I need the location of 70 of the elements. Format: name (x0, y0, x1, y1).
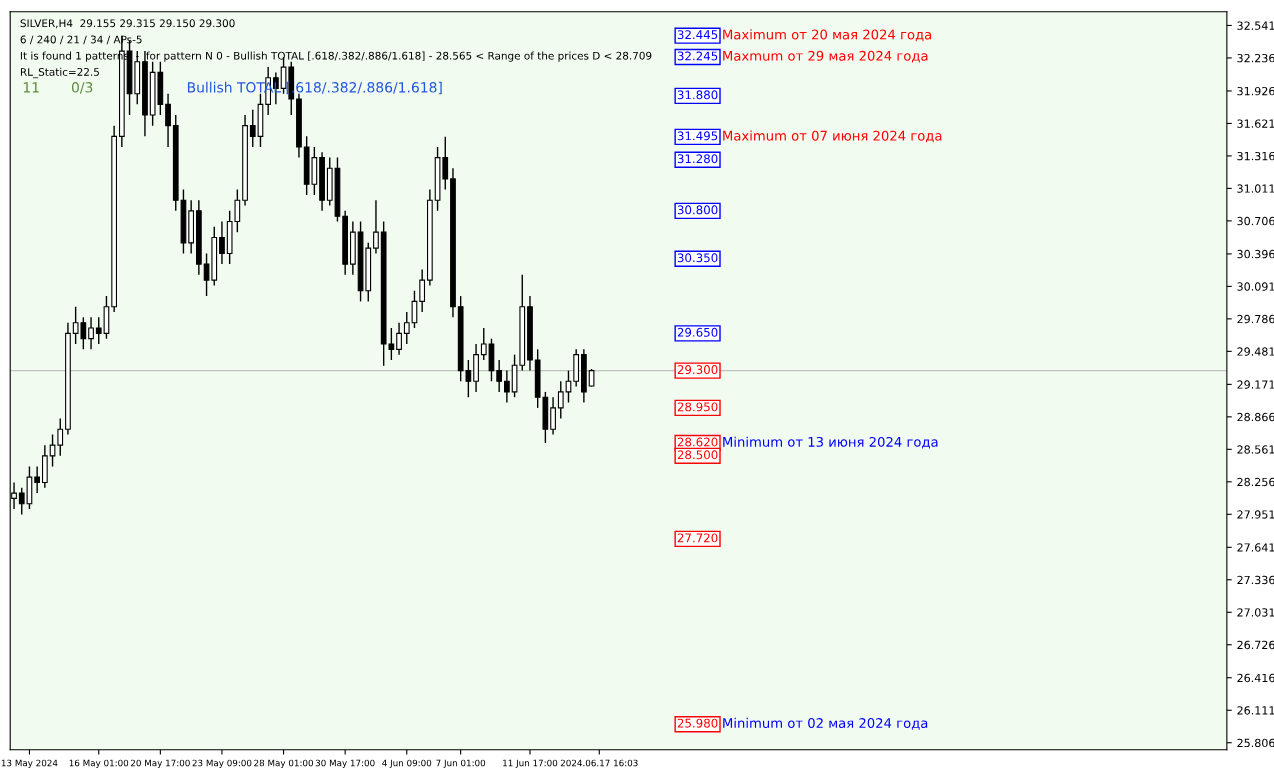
y-tick-label: 27.951 (1237, 510, 1274, 519)
y-tick-label: 31.316 (1237, 151, 1274, 161)
y-tick-label: 29.786 (1237, 314, 1274, 324)
y-tick-label: 28.866 (1237, 412, 1274, 422)
x-tick-label: 16 May 01:00 (69, 759, 129, 768)
candlestick (480, 327, 487, 361)
annotation: 32.245 (677, 51, 718, 61)
y-tick-label: 27.031 (1237, 608, 1274, 617)
y-tick-label: 32.236 (1237, 53, 1274, 63)
annotation: 28.620 (677, 437, 718, 447)
x-tick-label: 7 Jun 01:00 (436, 759, 486, 768)
y-tick-label: 26.111 (1237, 706, 1274, 715)
candlestick (34, 465, 41, 494)
annotation: Maximum от 07 июня 2024 года (723, 130, 942, 143)
annotation: 25.980 (677, 718, 718, 728)
x-tick-label: 20 May 17:00 (130, 759, 190, 768)
annotation: 28.500 (677, 450, 718, 460)
annotation: 27.720 (677, 533, 718, 543)
y-tick-label: 27.336 (1237, 575, 1274, 585)
x-tick-label: 4 Jun 09:00 (382, 759, 432, 768)
candlestick (504, 369, 510, 404)
x-tick-label: 13 May 2024 (1, 759, 58, 768)
x-tick-label: 11 Jun 17:00 (503, 759, 558, 768)
annotation: Maximum от 20 мая 2024 года (723, 29, 932, 42)
y-tick-label: 29.171 (1237, 380, 1274, 389)
y-tick-label: 31.011 (1237, 184, 1274, 193)
y-tick-label: 29.481 (1237, 347, 1274, 356)
annotation: 28.950 (677, 402, 718, 412)
y-tick-label: 26.416 (1237, 673, 1274, 683)
candlestick (219, 220, 225, 265)
y-tick-label: 30.091 (1237, 282, 1274, 291)
candlestick (373, 199, 379, 255)
annotation: 31.880 (677, 90, 718, 100)
y-tick-label: 31.621 (1237, 119, 1274, 128)
annotation: 29.650 (677, 327, 718, 337)
y-tick-label: 26.726 (1237, 640, 1274, 650)
annotation: 30.800 (677, 205, 718, 215)
x-tick-label: 2024.06.17 16:03 (560, 759, 638, 767)
annotation: 30.350 (677, 253, 718, 263)
y-tick-label: 30.706 (1237, 216, 1274, 226)
y-tick-label: 32.541 (1237, 21, 1274, 30)
y-tick-label: 30.396 (1237, 249, 1274, 259)
x-tick-label: 23 May 09:00 (192, 759, 252, 768)
y-tick-label: 31.926 (1237, 86, 1274, 96)
y-tick-label: 28.561 (1237, 445, 1274, 454)
annotation: 0/3 (71, 82, 93, 94)
annotation: Minimum от 02 мая 2024 года (723, 717, 928, 730)
annotation: Maxmum от 29 мая 2024 года (723, 50, 928, 63)
candlestick (550, 396, 556, 436)
candlestick (557, 380, 564, 420)
candlestick (88, 316, 94, 351)
x-tick-label: 30 May 17:00 (315, 759, 375, 768)
candlestick (496, 359, 503, 393)
annotation: 31.280 (677, 154, 718, 164)
annotation: 29.300 (677, 365, 718, 375)
candlestick (419, 268, 426, 313)
candlestick (396, 321, 402, 356)
x-tick-label: 28 May 01:00 (254, 759, 313, 768)
candlestick (403, 311, 410, 345)
y-tick-label: 27.641 (1237, 543, 1274, 552)
annotation: 31.495 (677, 131, 718, 141)
candlestick (165, 93, 171, 148)
annotation: SILVER,H4 29.155 29.315 29.150 29.300 (20, 19, 235, 29)
annotation: 32.445 (677, 30, 718, 40)
candlestick (565, 369, 572, 404)
y-tick-label: 28.256 (1237, 477, 1274, 487)
annotation: 11 (23, 82, 39, 93)
annotation: Minimum от 13 июня 2024 года (723, 436, 938, 449)
annotation: RL_Static=22.5 (20, 67, 99, 79)
y-tick-label: 25.806 (1237, 738, 1274, 748)
